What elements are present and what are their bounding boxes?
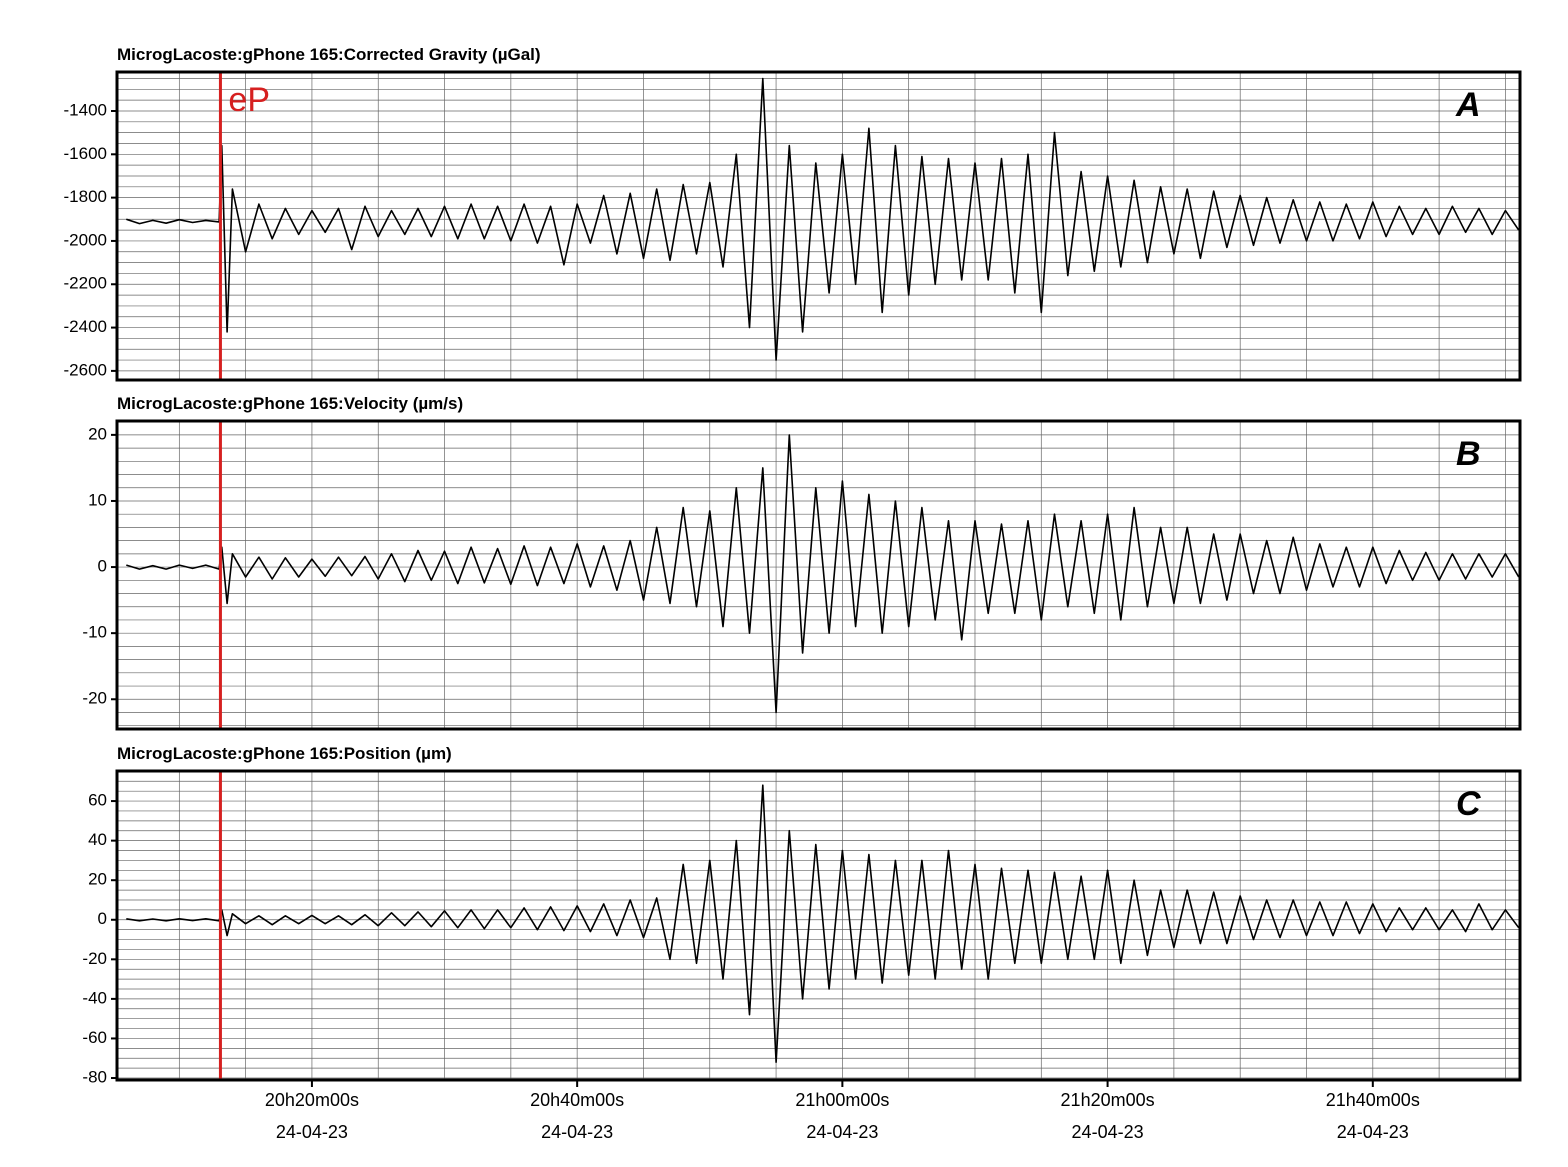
y-tick-label: 0 [98, 909, 107, 928]
trace [126, 434, 1520, 714]
y-tick-label: -1800 [64, 187, 107, 206]
y-tick-label: 0 [98, 557, 107, 576]
y-tick-label: -2000 [64, 230, 107, 249]
y-tick-label: -2200 [64, 274, 107, 293]
y-tick-label: -20 [82, 949, 107, 968]
panel-title: MicrogLacoste:gPhone 165:Position (µm) [117, 744, 452, 763]
plot-frame [115, 70, 1522, 382]
x-tick-label: 20h20m00s [265, 1090, 359, 1110]
y-tick-label: 40 [88, 830, 107, 849]
x-tick-date: 24-04-23 [541, 1122, 613, 1142]
x-tick-date: 24-04-23 [1337, 1122, 1409, 1142]
y-tick-label: -20 [82, 689, 107, 708]
panel-label: B [1456, 435, 1481, 473]
trace [126, 784, 1520, 1063]
y-tick-label: -60 [82, 1028, 107, 1047]
x-tick-label: 21h40m00s [1326, 1090, 1420, 1110]
x-tick-date: 24-04-23 [806, 1122, 878, 1142]
y-tick-label: -1600 [64, 144, 107, 163]
y-tick-label: -2400 [64, 317, 107, 336]
x-tick-label: 20h40m00s [530, 1090, 624, 1110]
y-tick-label: -10 [82, 623, 107, 642]
plot-frame [115, 769, 1522, 1082]
panel-title: MicrogLacoste:gPhone 165:Velocity (µm/s) [117, 394, 463, 413]
plot-frame [115, 419, 1522, 731]
panel: MicrogLacoste:gPhone 165:Velocity (µm/s)… [82, 394, 1522, 731]
y-tick-label: 60 [88, 791, 107, 810]
panel-label: A [1455, 86, 1481, 124]
x-tick-date: 24-04-23 [276, 1122, 348, 1142]
panel: MicrogLacoste:gPhone 165:Corrected Gravi… [64, 45, 1522, 382]
x-tick-date: 24-04-23 [1072, 1122, 1144, 1142]
event-label: eP [228, 81, 270, 119]
y-tick-label: -1400 [64, 100, 107, 119]
x-tick-label: 21h20m00s [1061, 1090, 1155, 1110]
y-tick-label: -80 [82, 1068, 107, 1087]
y-tick-label: -40 [82, 988, 107, 1007]
trace [126, 77, 1520, 361]
y-tick-label: 20 [88, 870, 107, 889]
y-tick-label: -2600 [64, 360, 107, 379]
y-tick-label: 20 [88, 424, 107, 443]
panel: MicrogLacoste:gPhone 165:Position (µm) -8… [82, 744, 1522, 1142]
y-tick-label: 10 [88, 490, 107, 509]
x-tick-label: 21h00m00s [795, 1090, 889, 1110]
panel-title: MicrogLacoste:gPhone 165:Corrected Gravi… [117, 45, 541, 64]
panel-label: C [1456, 785, 1481, 823]
